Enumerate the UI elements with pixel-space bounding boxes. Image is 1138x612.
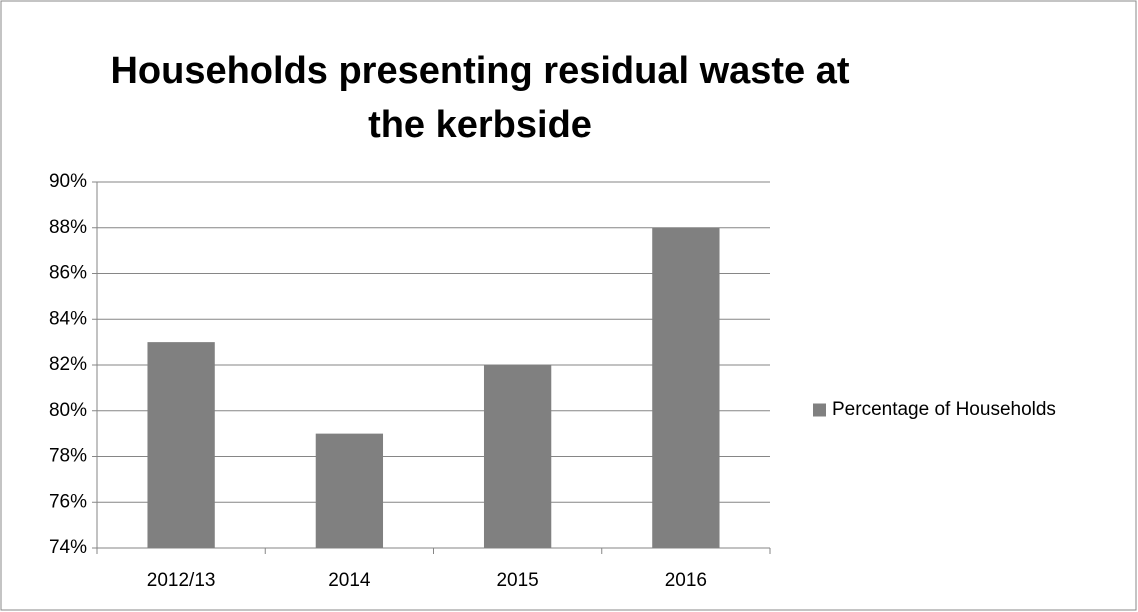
y-tick-label: 76% <box>49 491 87 512</box>
y-tick-label: 78% <box>49 446 87 467</box>
bar <box>147 342 215 548</box>
legend-label: Percentage of Households <box>832 399 1056 420</box>
y-tick-label: 74% <box>49 537 87 558</box>
bar <box>483 365 552 548</box>
y-tick-label: 84% <box>49 308 87 329</box>
y-tick-label: 82% <box>49 354 87 375</box>
legend-swatch <box>813 403 826 417</box>
y-tick-label: 86% <box>49 263 87 284</box>
bar <box>652 227 720 548</box>
x-tick-label: 2015 <box>496 570 538 591</box>
x-tick-label: 2014 <box>328 570 371 591</box>
y-tick-label: 80% <box>49 400 87 421</box>
y-tick-label: 90% <box>49 171 87 192</box>
bar <box>315 433 384 548</box>
chart-title: Households presenting residual waste at … <box>110 50 850 146</box>
x-tick-label: 2012/13 <box>147 570 216 591</box>
x-tick-label: 2016 <box>665 570 707 591</box>
y-tick-label: 88% <box>49 217 87 238</box>
